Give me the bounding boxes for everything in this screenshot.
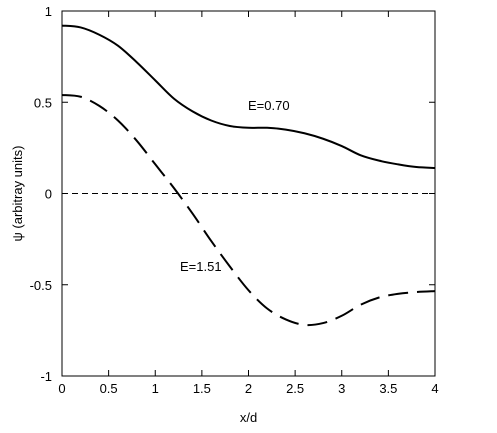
- y-axis-label: ψ (arbitray units): [10, 146, 25, 242]
- x-tick-label: 2: [245, 381, 252, 396]
- y-tick-label: 0: [45, 187, 52, 202]
- x-tick-label: 3: [338, 381, 345, 396]
- x-tick-label: 1.5: [193, 381, 211, 396]
- y-tick-label: 1: [45, 4, 52, 19]
- x-tick-label: 2.5: [286, 381, 304, 396]
- y-tick-label: -1: [40, 369, 52, 384]
- series-annotation-2: E=1.51: [180, 259, 222, 274]
- x-tick-label: 0: [58, 381, 65, 396]
- series-annotation-1: E=0.70: [248, 98, 290, 113]
- series-line-1: [61, 24, 436, 169]
- x-tick-label: 1: [152, 381, 159, 396]
- y-tick-label: 0.5: [34, 95, 52, 110]
- x-axis-label: x/d: [240, 410, 257, 425]
- series-lines: [61, 24, 436, 327]
- x-tick-label: 4: [431, 381, 438, 396]
- series-line-2: [61, 93, 436, 327]
- series-annotations: E=0.70 E=1.51: [180, 98, 290, 274]
- x-tick-label: 0.5: [100, 381, 118, 396]
- y-axis-ticks: -1 -0.5 0 0.5 1: [30, 4, 435, 384]
- x-tick-label: 3.5: [379, 381, 397, 396]
- x-axis-ticks: 0 0.5 1 1.5 2 2.5 3 3.5 4: [58, 11, 439, 396]
- y-tick-label: -0.5: [30, 278, 52, 293]
